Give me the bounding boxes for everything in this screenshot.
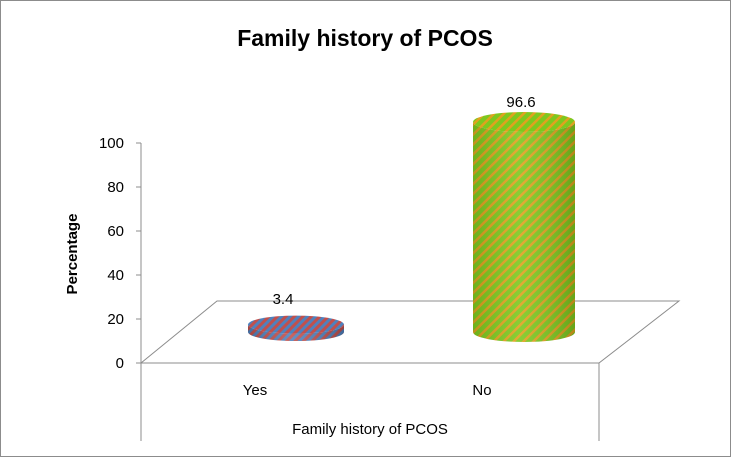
y-tick-label: 20	[107, 311, 124, 328]
category-label-no: No	[472, 382, 491, 399]
chart-floor	[139, 300, 681, 364]
x-axis-label: Family history of PCOS	[292, 421, 448, 438]
y-tick-label: 60	[107, 223, 124, 240]
data-label-no: 96.6	[506, 94, 535, 111]
y-axis-label: Percentage	[64, 214, 81, 295]
bar-yes	[248, 315, 344, 341]
data-label-yes: 3.4	[273, 291, 294, 308]
category-label-yes: Yes	[243, 382, 267, 399]
chart-title: Family history of PCOS	[237, 25, 493, 51]
y-tick-label: 0	[116, 355, 124, 372]
y-tick-label: 100	[99, 135, 124, 152]
y-ticks: 0 20 40 60 80 100	[99, 135, 141, 372]
bar-yes-shading	[248, 324, 344, 341]
bar-no-shading	[473, 122, 575, 342]
bar-yes-top	[248, 315, 344, 334]
bar-no-top	[473, 112, 575, 132]
y-tick-label: 40	[107, 267, 124, 284]
bar-no	[473, 112, 575, 342]
y-tick-label: 80	[107, 179, 124, 196]
bars	[248, 112, 575, 342]
